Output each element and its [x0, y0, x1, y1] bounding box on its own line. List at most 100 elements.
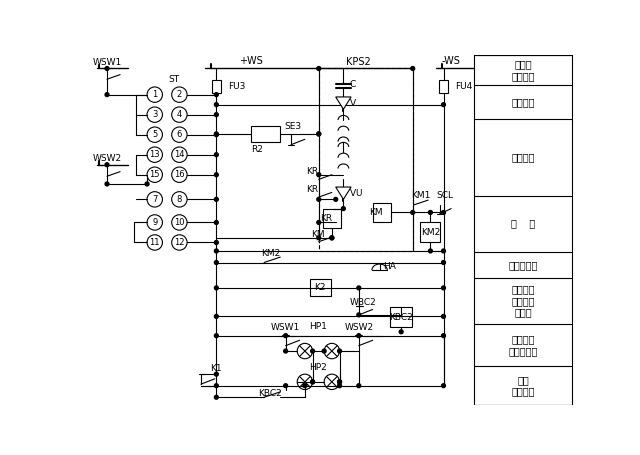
Text: WSW1: WSW1: [92, 58, 122, 67]
Text: 11: 11: [150, 238, 160, 247]
Circle shape: [303, 384, 307, 388]
Circle shape: [214, 314, 218, 318]
Text: FU4: FU4: [455, 82, 472, 91]
Circle shape: [357, 286, 361, 290]
Text: 事故信号
熔断器熔断: 事故信号 熔断器熔断: [509, 334, 538, 356]
Circle shape: [442, 384, 445, 388]
Circle shape: [147, 192, 163, 207]
Circle shape: [357, 334, 361, 338]
Text: SE3: SE3: [285, 121, 302, 131]
Circle shape: [172, 235, 187, 250]
Circle shape: [322, 349, 326, 353]
Text: 1: 1: [152, 90, 157, 99]
Text: 4: 4: [177, 110, 182, 119]
Text: 3: 3: [152, 110, 157, 119]
Text: ST: ST: [168, 75, 180, 84]
Text: 监察继电器: 监察继电器: [509, 260, 538, 270]
Circle shape: [317, 66, 321, 71]
Text: KR: KR: [307, 185, 319, 194]
Text: HP2: HP2: [309, 364, 327, 373]
Circle shape: [310, 349, 314, 353]
Circle shape: [357, 384, 361, 388]
Text: 警    铃: 警 铃: [511, 218, 535, 228]
Circle shape: [338, 380, 342, 384]
Circle shape: [214, 103, 218, 106]
Circle shape: [214, 286, 218, 290]
Circle shape: [342, 207, 346, 211]
Circle shape: [442, 314, 445, 318]
Bar: [474, 55, 572, 405]
Circle shape: [310, 380, 314, 384]
Text: 16: 16: [174, 170, 185, 179]
Circle shape: [330, 236, 334, 240]
Text: KM: KM: [369, 208, 383, 217]
Circle shape: [172, 167, 187, 182]
Circle shape: [145, 182, 149, 186]
Circle shape: [442, 286, 445, 290]
Text: 控制回路
断线中间
继电器: 控制回路 断线中间 继电器: [511, 284, 535, 318]
Circle shape: [317, 132, 321, 136]
Text: FU3: FU3: [228, 82, 245, 91]
Circle shape: [338, 384, 342, 388]
Circle shape: [105, 163, 109, 167]
Text: 12: 12: [174, 238, 184, 247]
Text: V: V: [350, 189, 356, 198]
Circle shape: [214, 395, 218, 399]
Circle shape: [214, 372, 218, 376]
Circle shape: [147, 107, 163, 122]
Text: 10: 10: [174, 218, 184, 227]
Text: WSW2: WSW2: [92, 154, 122, 163]
Circle shape: [357, 313, 361, 317]
Bar: [310, 279, 331, 296]
Circle shape: [214, 93, 218, 96]
Circle shape: [310, 380, 314, 384]
Text: 控制
回路断线: 控制 回路断线: [511, 375, 535, 396]
Circle shape: [147, 147, 163, 162]
Text: K2: K2: [314, 283, 326, 293]
Text: +WS: +WS: [239, 56, 263, 66]
Circle shape: [284, 384, 287, 388]
Text: KM: KM: [311, 229, 325, 238]
Circle shape: [147, 127, 163, 142]
Circle shape: [297, 374, 312, 389]
Circle shape: [105, 66, 109, 71]
Text: KBC2: KBC2: [389, 313, 413, 322]
Bar: [390, 307, 412, 327]
Circle shape: [297, 344, 312, 359]
Circle shape: [317, 132, 321, 136]
Bar: [323, 208, 341, 228]
Circle shape: [429, 249, 433, 253]
Text: 9: 9: [152, 218, 157, 227]
Circle shape: [324, 344, 340, 359]
Text: 小母线
及熔断器: 小母线 及熔断器: [511, 59, 535, 81]
Circle shape: [214, 173, 218, 177]
Circle shape: [214, 261, 218, 264]
Text: 5: 5: [152, 130, 157, 139]
Bar: [251, 126, 280, 142]
Bar: [319, 68, 413, 251]
Circle shape: [284, 349, 287, 353]
Text: SCL: SCL: [436, 191, 454, 200]
Text: K1: K1: [211, 364, 222, 373]
Text: HP1: HP1: [309, 322, 327, 331]
Circle shape: [172, 127, 187, 142]
Circle shape: [172, 107, 187, 122]
Text: WSW2: WSW2: [344, 324, 373, 333]
Circle shape: [317, 221, 321, 224]
Bar: [439, 80, 448, 93]
Text: KM2: KM2: [260, 249, 280, 258]
Circle shape: [214, 334, 218, 338]
Circle shape: [411, 211, 415, 214]
Circle shape: [105, 182, 109, 186]
Circle shape: [147, 167, 163, 182]
Text: 13: 13: [149, 150, 160, 159]
Text: KM2: KM2: [420, 228, 440, 237]
Text: -WS: -WS: [442, 56, 461, 66]
Circle shape: [172, 192, 187, 207]
Circle shape: [442, 261, 445, 264]
Circle shape: [147, 215, 163, 230]
Text: C: C: [349, 80, 356, 89]
Text: WBC2: WBC2: [349, 298, 376, 307]
Text: 8: 8: [177, 195, 182, 204]
Text: 解除按钮: 解除按钮: [511, 152, 535, 162]
